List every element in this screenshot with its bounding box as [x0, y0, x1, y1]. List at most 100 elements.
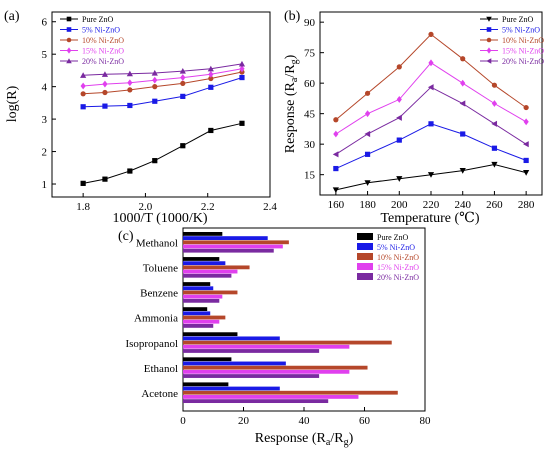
- a-point-ni20: [151, 69, 158, 76]
- c-bar-ni10: [183, 365, 368, 370]
- a-point-ni5: [180, 93, 186, 99]
- c-bar-ni15: [183, 294, 223, 299]
- b-series-line-ni5: [335, 123, 527, 170]
- chart-a: (a) 1000/T (1000/K) log(R) 1.8 2.0 2.2 2.4 1…: [4, 9, 277, 226]
- c-category-label: Methanol: [136, 238, 178, 250]
- a-point-ni10: [80, 91, 86, 97]
- a-point-ni10: [180, 80, 186, 87]
- a-point-ni15: [239, 65, 245, 73]
- a-legend-label-ni5: 5% Ni-ZnO: [82, 26, 120, 35]
- chart-b-panel-label: (b): [284, 9, 301, 24]
- c-legend-label-ni10: 10% Ni-ZnO: [377, 253, 419, 262]
- c-bar-ni20: [183, 399, 329, 404]
- a-ytick-label: 4: [42, 82, 48, 94]
- a-point-ni15: [80, 82, 86, 90]
- b-legend-marker-ni5: [486, 27, 492, 32]
- b-point-ni15: [523, 118, 529, 126]
- c-category-label: Ammonia: [134, 313, 178, 325]
- b-point-pure: [427, 172, 435, 178]
- c-bar-ni20: [183, 324, 214, 328]
- c-legend-swatch-ni15: [357, 263, 373, 270]
- chart-a-frame: [51, 11, 271, 198]
- b-point-ni5: [364, 151, 371, 157]
- a-legend-marker-pure: [66, 16, 72, 22]
- a-point-pure: [127, 168, 133, 174]
- a-point-ni20: [207, 65, 214, 72]
- b-point-ni10: [491, 82, 498, 88]
- c-bar-ni15: [183, 319, 220, 324]
- a-point-ni20: [126, 70, 133, 77]
- b-series-line-ni20: [335, 86, 527, 155]
- a-point-pure: [80, 180, 86, 186]
- c-legend-label-ni20: 20% Ni-ZnO: [377, 273, 419, 282]
- c-bar-pure: [183, 307, 208, 312]
- a-point-pure: [152, 158, 158, 164]
- c-bar-pure: [183, 232, 223, 236]
- a-xtick-label: 1.8: [76, 201, 90, 213]
- c-bar-ni20: [183, 374, 320, 378]
- a-legend-label-pure: Pure ZnO: [82, 15, 114, 24]
- a-ytick-label: 6: [42, 17, 48, 29]
- c-legend-swatch-ni20: [357, 273, 373, 280]
- a-point-ni20: [80, 72, 87, 78]
- c-category-label: Ethanol: [144, 363, 178, 375]
- a-legend-label-ni20: 20% Ni-ZnO: [82, 57, 124, 66]
- b-point-ni20: [427, 84, 434, 91]
- c-bar-ni5: [183, 286, 214, 291]
- a-point-ni15: [208, 70, 214, 78]
- b-point-ni20: [396, 114, 402, 121]
- a-ytick-label: 1: [42, 179, 48, 191]
- a-point-ni10: [152, 84, 158, 90]
- b-point-ni15: [428, 59, 434, 67]
- b-ytick-label: 75: [304, 48, 316, 60]
- a-point-ni5: [152, 98, 158, 104]
- c-bar-ni15: [183, 269, 238, 274]
- b-point-ni20: [332, 151, 339, 158]
- a-point-ni15: [102, 80, 108, 88]
- c-bar-ni10: [183, 390, 398, 395]
- chart-a-panel-label: (a): [4, 9, 20, 24]
- chart-a-ylabel: log(R): [5, 85, 20, 122]
- a-xtick-label: 2.2: [201, 201, 215, 213]
- chart-a-xlabel: 1000/T (1000/K): [112, 211, 207, 226]
- chart-c-panel-label: (c): [118, 229, 134, 244]
- c-bar-pure: [183, 382, 229, 387]
- c-bar-ni10: [183, 265, 250, 270]
- b-legend-marker-ni10: [486, 37, 492, 43]
- a-point-pure: [180, 143, 186, 149]
- a-point-ni10: [102, 89, 108, 96]
- b-point-pure: [523, 170, 530, 176]
- a-point-ni20: [179, 67, 186, 74]
- b-point-ni10: [333, 117, 339, 123]
- a-xtick-label: 2.0: [139, 201, 153, 213]
- a-legend-label-ni10: 10% Ni-ZnO: [82, 36, 124, 45]
- b-legend-marker-ni15: [486, 47, 492, 54]
- c-bar-ni15: [183, 244, 283, 249]
- c-legend-swatch-pure: [357, 233, 373, 240]
- b-legend-label-ni5: 5% Ni-ZnO: [502, 26, 540, 35]
- c-bar-ni5: [183, 261, 226, 266]
- b-ytick-label: 45: [304, 109, 316, 121]
- c-bar-ni20: [183, 273, 232, 278]
- chart-b: (b) Temperature (℃) Response (Ra/Rg) 160…: [283, 9, 544, 226]
- c-legend-label-ni5: 5% Ni-ZnO: [377, 243, 415, 252]
- b-point-ni5: [523, 157, 529, 164]
- a-legend-marker-ni5: [66, 27, 72, 32]
- c-bar-ni10: [183, 340, 392, 345]
- a-point-pure: [102, 176, 108, 182]
- c-bar-ni10: [183, 315, 226, 320]
- a-legend-marker-ni10: [66, 37, 72, 43]
- c-bar-ni5: [183, 336, 280, 341]
- a-point-ni15: [180, 74, 186, 81]
- b-ytick-label: 60: [304, 78, 316, 90]
- b-point-pure: [459, 168, 466, 174]
- c-bar-ni20: [183, 349, 320, 353]
- c-bar-ni15: [183, 369, 350, 374]
- b-legend-label-ni20: 20% Ni-ZnO: [502, 57, 544, 66]
- b-xtick-label: 180: [359, 199, 376, 211]
- b-point-pure: [364, 180, 371, 186]
- c-category-label: Acetone: [141, 388, 178, 400]
- c-xtick-label: 80: [420, 415, 432, 427]
- c-bar-ni5: [183, 311, 211, 316]
- a-ytick-label: 3: [42, 114, 48, 126]
